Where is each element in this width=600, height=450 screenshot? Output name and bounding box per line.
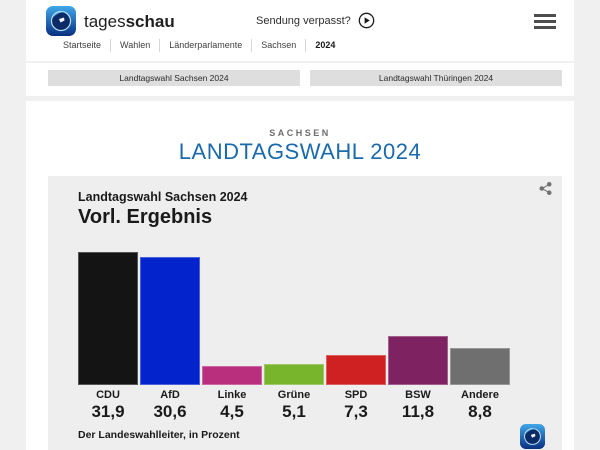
bar-group-cdu: CDU 31,9	[78, 250, 138, 422]
breadcrumb-item-wahlen[interactable]: Wahlen	[110, 39, 159, 52]
main-content: SACHSEN LANDTAGSWAHL 2024 Landtagswahl S…	[26, 101, 574, 450]
tab-landtagswahl-sachsen-2024[interactable]: Landtagswahl Sachsen 2024	[48, 70, 300, 86]
sendung-verpasst-label: Sendung verpasst?	[256, 14, 351, 27]
bar-value: 11,8	[401, 402, 435, 421]
bar-value: 30,6	[153, 402, 187, 421]
breadcrumb-item-länderparlamente[interactable]: Länderparlamente	[159, 39, 251, 52]
chart-source: Der Landeswahlleiter, in Prozent	[78, 429, 240, 441]
bar-area	[202, 250, 262, 385]
bar-area	[78, 250, 138, 385]
bar-label: Grüne	[277, 389, 311, 401]
breadcrumb-item-startseite[interactable]: Startseite	[63, 40, 102, 50]
bar-group-linke: Linke 4,5	[202, 250, 262, 422]
bar-value: 7,3	[344, 402, 368, 421]
bar-area	[140, 250, 200, 385]
bar-value: 31,9	[91, 402, 125, 421]
bar-group-gr-ne: Grüne 5,1	[264, 250, 324, 422]
brand-regular: tages	[84, 12, 126, 31]
bar-group-afd: AfD 30,6	[140, 250, 200, 422]
bar-area	[388, 250, 448, 385]
bar-area	[326, 250, 386, 385]
page-title: LANDTAGSWAHL 2024	[178, 139, 422, 164]
brand-bold: schau	[125, 12, 175, 31]
bar-group-spd: SPD 7,3	[326, 250, 386, 422]
page-kicker: SACHSEN	[269, 128, 331, 138]
bar-area	[264, 250, 324, 385]
bar-andere[interactable]	[450, 348, 510, 385]
chart-subtitle: Vorl. Ergebnis	[78, 206, 213, 228]
brand-wordmark[interactable]: tagesschau	[84, 12, 175, 32]
election-tab-strip: Landtagswahl Sachsen 2024 Landtagswahl Th…	[26, 63, 574, 96]
tagesschau-logo-icon[interactable]	[46, 6, 76, 36]
bar-bsw[interactable]	[388, 336, 448, 385]
bar-area	[450, 250, 510, 385]
bar-label: SPD	[344, 389, 368, 401]
results-chart-card: Landtagswahl Sachsen 2024 Vorl. Ergebnis…	[48, 176, 562, 450]
bar-label: Linke	[217, 389, 247, 401]
bar-label: Andere	[461, 389, 499, 401]
bar-value: 5,1	[282, 402, 306, 421]
bar-gr-ne[interactable]	[264, 364, 324, 385]
bar-linke[interactable]	[202, 366, 262, 385]
bar-cdu[interactable]	[78, 252, 138, 385]
chart-title: Landtagswahl Sachsen 2024	[78, 190, 248, 204]
tab-landtagswahl-thueringen-2024[interactable]: Landtagswahl Thüringen 2024	[310, 70, 562, 86]
breadcrumb: Startseite Wahlen Länderparlamente Sachsen 2…	[54, 39, 344, 52]
menu-icon[interactable]	[534, 14, 556, 29]
tab-strip: Landtagswahl Sachsen 2024 Landtagswahl Th…	[48, 70, 562, 86]
sendung-verpasst-link[interactable]: Sendung verpasst?	[256, 12, 375, 29]
bar-label: CDU	[96, 389, 120, 401]
bar-label: AfD	[160, 389, 180, 401]
play-icon	[358, 12, 375, 29]
bar-chart: CDU 31,9 AfD 30,6 Linke 4,5 Grüne 5,1 SPD 7,3 BSW 1…	[78, 250, 510, 422]
bar-afd[interactable]	[140, 257, 200, 385]
tagesschau-logo-small-icon	[520, 424, 545, 449]
bar-value: 8,8	[468, 402, 492, 421]
bar-spd[interactable]	[326, 355, 386, 385]
breadcrumb-item-sachsen[interactable]: Sachsen	[251, 39, 305, 52]
bar-value: 4,5	[220, 402, 244, 421]
bar-group-bsw: BSW 11,8	[388, 250, 448, 422]
share-icon[interactable]	[536, 180, 554, 198]
breadcrumb-item-2024[interactable]: 2024	[305, 39, 344, 52]
bar-label: BSW	[405, 389, 431, 401]
bar-group-andere: Andere 8,8	[450, 250, 510, 422]
site-header: tagesschau Sendung verpasst? Startseite W…	[26, 0, 574, 61]
